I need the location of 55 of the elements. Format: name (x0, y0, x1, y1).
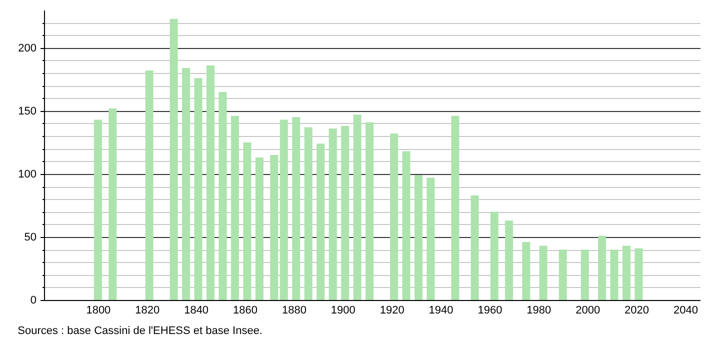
x-tick-label: 1860 (233, 304, 258, 316)
x-tick-label: 2040 (673, 304, 698, 316)
bar (292, 117, 300, 300)
bar (243, 142, 252, 300)
bar (366, 122, 374, 300)
bar (270, 155, 278, 300)
bar (522, 242, 530, 300)
bar (304, 127, 312, 300)
bar (194, 78, 202, 300)
bar (505, 220, 514, 300)
bar (341, 126, 350, 300)
x-tick-label: 1980 (526, 304, 552, 316)
y-tick-label: 0 (30, 294, 36, 306)
bar (598, 236, 606, 300)
bar (490, 212, 498, 300)
x-tick-label: 2000 (576, 304, 600, 316)
bar (328, 128, 337, 300)
x-tick-label: 1820 (135, 304, 160, 316)
x-tick-label: 1900 (330, 304, 356, 316)
y-tick-label: 150 (18, 105, 36, 118)
bar (634, 248, 643, 300)
bar (316, 144, 325, 300)
y-tick-label: 50 (24, 231, 36, 244)
bar (414, 175, 422, 300)
bar (218, 92, 227, 300)
x-tick-label: 1940 (428, 304, 454, 316)
bar (622, 246, 630, 300)
bar (280, 120, 288, 300)
bar (108, 108, 117, 300)
x-tick-label: 1800 (86, 304, 111, 316)
bar (206, 65, 214, 300)
bar (580, 250, 589, 300)
bar (539, 246, 548, 300)
bar (182, 68, 190, 300)
bar (145, 70, 154, 300)
x-tick-label: 1960 (478, 304, 502, 316)
bar (451, 116, 460, 300)
x-tick-label: 1920 (380, 304, 404, 316)
bar (426, 178, 435, 300)
bar (353, 114, 362, 300)
bar (610, 250, 618, 300)
y-tick-label: 200 (18, 42, 36, 54)
bar (402, 151, 410, 300)
bar (390, 134, 398, 300)
y-tick-label: 100 (18, 168, 36, 180)
bar (94, 120, 102, 300)
bar (170, 18, 178, 300)
bar (470, 195, 479, 300)
bar (230, 116, 239, 300)
x-tick-label: 2020 (624, 304, 650, 316)
bar (255, 158, 264, 300)
x-tick-label: 1840 (184, 304, 209, 316)
x-tick-label: 1880 (282, 304, 306, 316)
bar (558, 250, 567, 300)
source-note: Sources : base Cassini de l'EHESS et base Insee. (18, 325, 262, 337)
